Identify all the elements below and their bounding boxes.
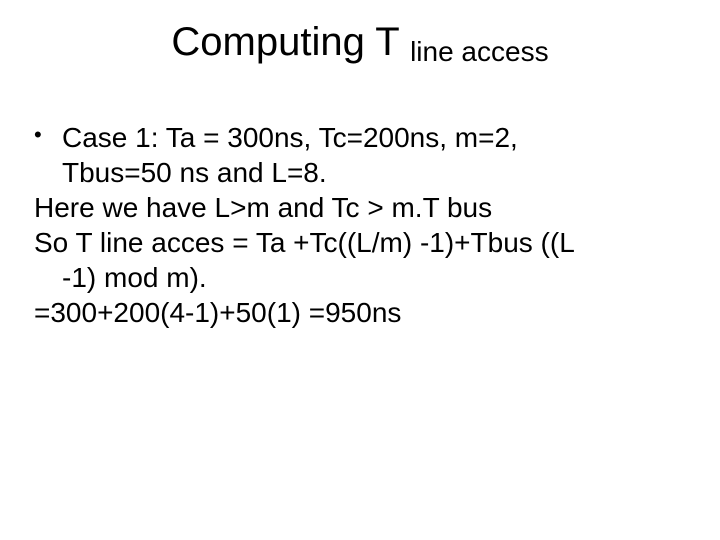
slide-title: Computing T line access [0, 20, 720, 65]
bullet-item: • Case 1: Ta = 300ns, Tc=200ns, m=2, Tbu… [34, 120, 680, 190]
title-main: Computing T [171, 20, 410, 64]
bullet-line-2: Tbus=50 ns and L=8. [62, 155, 680, 190]
body-line-5: -1) mod m). [62, 260, 680, 295]
bullet-text: Case 1: Ta = 300ns, Tc=200ns, m=2, Tbus=… [62, 120, 680, 190]
bullet-dot-icon: • [34, 120, 62, 151]
title-subscript: line access [410, 36, 549, 67]
body-line-4: So T line acces = Ta +Tc((L/m) -1)+Tbus … [34, 225, 680, 260]
body-line-6: =300+200(4-1)+50(1) =950ns [34, 295, 680, 330]
bullet-line-1: Case 1: Ta = 300ns, Tc=200ns, m=2, [62, 120, 680, 155]
body-line-3: Here we have L>m and Tc > m.T bus [34, 190, 680, 225]
slide-body: • Case 1: Ta = 300ns, Tc=200ns, m=2, Tbu… [34, 120, 680, 330]
